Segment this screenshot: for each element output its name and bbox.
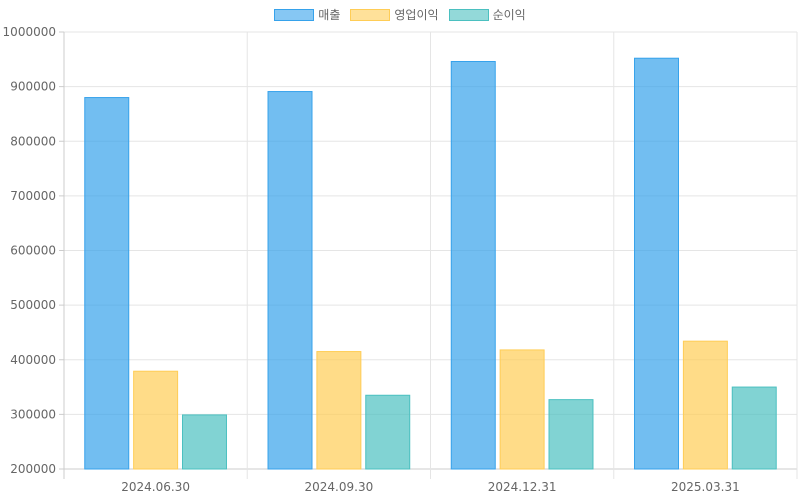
bar-revenue [267, 91, 313, 470]
legend-swatch-operating-profit [350, 8, 391, 21]
bar-operating-profit [682, 340, 728, 470]
y-tick-label: 1000000 [3, 25, 56, 39]
legend-label-operating-profit: 영업이익 [394, 8, 439, 22]
bar-operating-profit [316, 351, 362, 470]
x-tick-label: 2024.09.30 [305, 480, 374, 494]
legend-label-revenue: 매출 [318, 8, 341, 22]
x-tick-label: 2024.06.30 [121, 480, 190, 494]
y-tick-label: 900000 [10, 80, 56, 94]
bar-revenue [450, 60, 496, 470]
bar-net-income [365, 394, 411, 470]
y-tick-label: 400000 [10, 353, 56, 367]
y-tick-label: 500000 [10, 298, 56, 312]
y-tick-label: 800000 [10, 134, 56, 148]
y-tick-label: 600000 [10, 244, 56, 258]
bar-revenue [634, 57, 679, 470]
y-tick-label: 200000 [10, 462, 56, 476]
bar-operating-profit [499, 349, 545, 470]
bar-net-income [182, 414, 227, 470]
legend-item-net-income[interactable]: 순이익 [448, 6, 526, 23]
legend-swatch-revenue [274, 8, 315, 21]
legend-item-revenue[interactable]: 매출 [274, 6, 340, 23]
bar-net-income [731, 386, 777, 470]
bar-revenue [84, 97, 130, 470]
bar-net-income [548, 399, 594, 470]
legend-item-operating-profit[interactable]: 영업이익 [350, 6, 439, 23]
x-tick-label: 2025.03.31 [671, 480, 740, 494]
legend-swatch-net-income [448, 8, 489, 21]
bar-operating-profit [133, 370, 179, 470]
legend: 매출 영업이익 순이익 [0, 6, 800, 23]
legend-label-net-income: 순이익 [492, 8, 526, 22]
x-tick-label: 2024.12.31 [488, 480, 557, 494]
y-tick-label: 700000 [10, 189, 56, 203]
y-tick-label: 300000 [10, 407, 56, 421]
